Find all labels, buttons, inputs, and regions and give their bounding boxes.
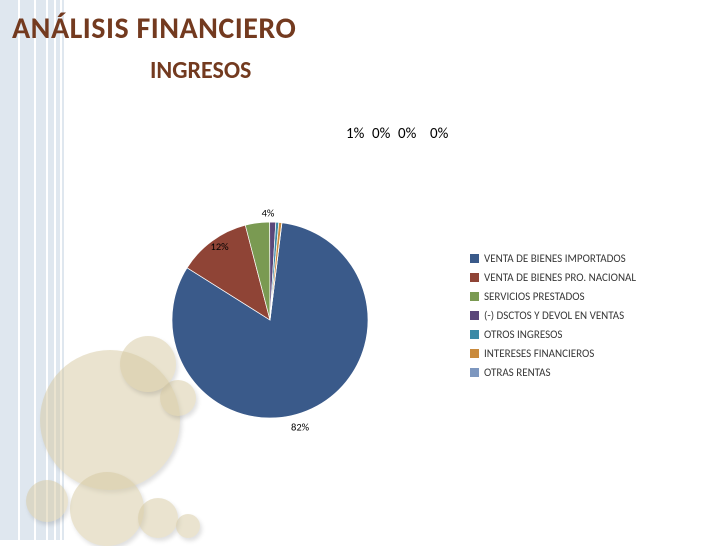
legend-item: VENTA DE BIENES PRO. NACIONAL	[470, 271, 705, 284]
legend-swatch	[470, 368, 479, 377]
pie-data-label: 4%	[262, 206, 275, 219]
page-title: ANÁLISIS FINANCIERO	[12, 10, 296, 47]
legend-item: INTERESES FINANCIEROS	[470, 347, 705, 360]
callout-line	[399, 154, 408, 180]
background-stripe	[20, 0, 34, 540]
background-stripe	[0, 0, 18, 540]
legend-item: VENTA DE BIENES IMPORTADOS	[470, 252, 705, 265]
decorative-bubble	[176, 514, 200, 538]
legend-item: (-) DSCTOS Y DEVOL EN VENTAS	[470, 309, 705, 322]
pie-data-label: 12%	[211, 240, 230, 253]
legend-swatch	[470, 349, 479, 358]
decorative-bubble	[138, 498, 178, 538]
callout-label: 1%	[346, 125, 365, 143]
callout-label: 0%	[430, 125, 449, 143]
legend-swatch	[470, 292, 479, 301]
legend: VENTA DE BIENES IMPORTADOS VENTA DE BIENE…	[470, 252, 705, 385]
background-stripe	[36, 0, 46, 540]
legend-label: VENTA DE BIENES PRO. NACIONAL	[484, 271, 636, 284]
legend-label: INTERESES FINANCIEROS	[484, 347, 594, 360]
callout-label: 0%	[372, 125, 391, 143]
pie-data-label: 82%	[291, 421, 310, 434]
slide: { "background": { "page_color": "#ffffff…	[0, 0, 720, 540]
callout-line	[386, 154, 392, 180]
decorative-bubble	[26, 480, 68, 522]
page-subtitle: INGRESOS	[150, 56, 251, 85]
legend-label: OTRAS RENTAS	[484, 366, 551, 379]
legend-label: OTROS INGRESOS	[484, 328, 562, 341]
legend-label: VENTA DE BIENES IMPORTADOS	[484, 252, 626, 265]
legend-item: OTRAS RENTAS	[470, 366, 705, 379]
legend-item: SERVICIOS PRESTADOS	[470, 290, 705, 303]
decorative-bubble	[70, 472, 144, 546]
legend-swatch	[470, 254, 479, 263]
callout-line	[362, 154, 385, 180]
legend-label: SERVICIOS PRESTADOS	[484, 290, 585, 303]
decorative-bubble	[160, 380, 196, 416]
callout-label: 0%	[398, 125, 417, 143]
legend-item: OTROS INGRESOS	[470, 328, 705, 341]
legend-swatch	[470, 311, 479, 320]
legend-label: (-) DSCTOS Y DEVOL EN VENTAS	[484, 309, 624, 322]
legend-swatch	[470, 273, 479, 282]
legend-swatch	[470, 330, 479, 339]
callout-line	[406, 154, 432, 180]
